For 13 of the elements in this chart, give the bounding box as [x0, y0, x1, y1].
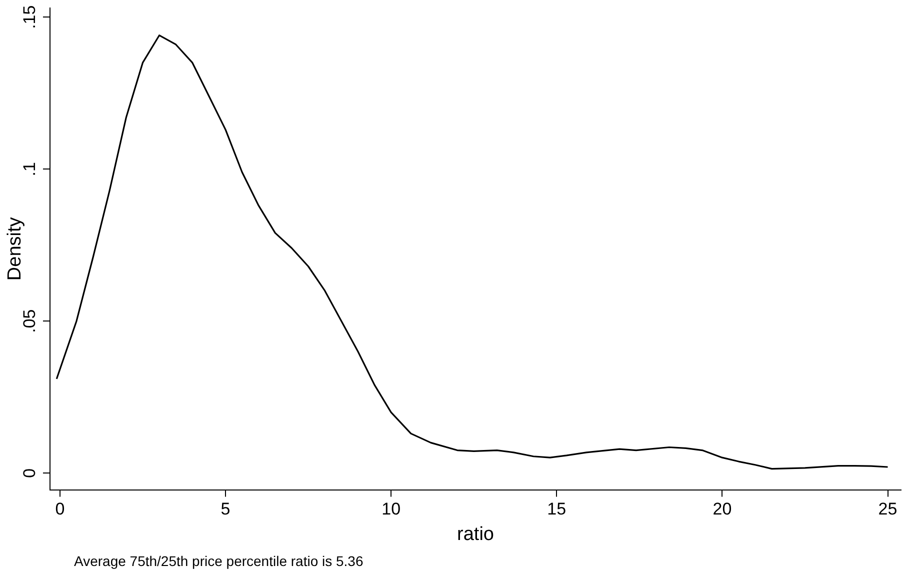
- y-tick-label: .15: [20, 5, 40, 29]
- x-tick-label: 5: [220, 500, 230, 519]
- text: Average 75th/25th price percentile ratio is 5.36: [74, 553, 364, 569]
- x-tick-label: 20: [712, 500, 732, 519]
- y-tick-label: .05: [20, 309, 40, 333]
- x-axis-title: ratio: [457, 524, 494, 545]
- y-tick-label: 0: [20, 468, 40, 478]
- x-tick-label: 0: [55, 500, 65, 519]
- x-tick-label: 15: [547, 500, 566, 519]
- y-axis-title: Density: [4, 216, 26, 281]
- x-tick-label: 10: [382, 500, 401, 519]
- y-tick-label: .1: [20, 162, 40, 176]
- x-tick-label: 25: [878, 500, 898, 519]
